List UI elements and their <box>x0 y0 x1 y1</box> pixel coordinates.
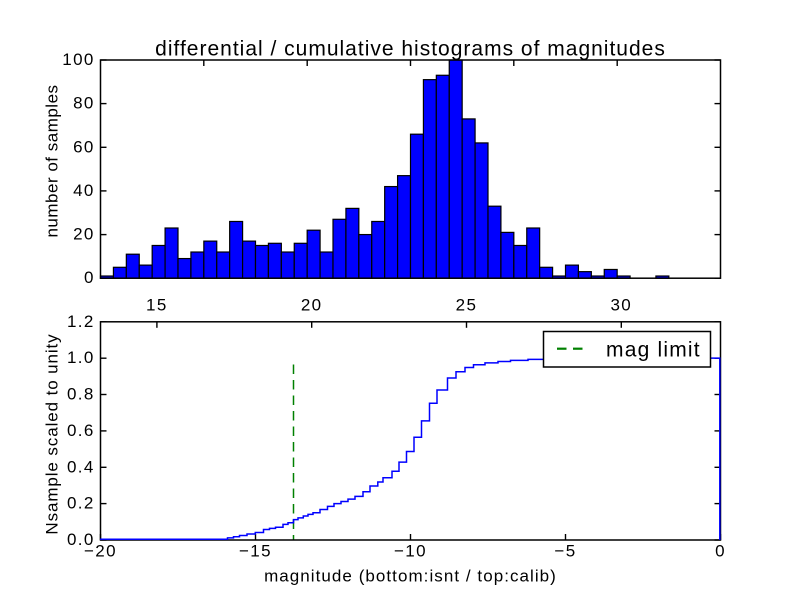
svg-text:15: 15 <box>146 296 168 315</box>
svg-text:80: 80 <box>73 94 95 113</box>
svg-text:differential / cumulative hist: differential / cumulative histograms of … <box>155 38 666 61</box>
svg-text:0.6: 0.6 <box>67 421 95 440</box>
svg-text:40: 40 <box>73 181 95 200</box>
svg-text:20: 20 <box>301 296 323 315</box>
svg-text:25: 25 <box>456 296 478 315</box>
svg-text:0.4: 0.4 <box>67 457 95 476</box>
svg-text:−10: −10 <box>394 542 427 561</box>
svg-text:number of samples: number of samples <box>43 84 62 237</box>
svg-text:0: 0 <box>84 268 95 287</box>
svg-text:0.2: 0.2 <box>67 494 95 513</box>
svg-text:Nsample scaled to unity: Nsample scaled to unity <box>43 333 62 534</box>
svg-text:100: 100 <box>62 50 95 69</box>
svg-text:−5: −5 <box>554 542 576 561</box>
svg-text:1.0: 1.0 <box>67 348 95 367</box>
svg-text:1.2: 1.2 <box>67 312 95 331</box>
svg-text:20: 20 <box>73 225 95 244</box>
svg-text:0.8: 0.8 <box>67 385 95 404</box>
svg-text:−15: −15 <box>239 542 272 561</box>
svg-text:−20: −20 <box>84 542 117 561</box>
svg-text:magnitude (bottom:isnt / top:c: magnitude (bottom:isnt / top:calib) <box>264 567 557 586</box>
svg-text:30: 30 <box>610 296 632 315</box>
svg-text:60: 60 <box>73 137 95 156</box>
svg-text:0: 0 <box>715 542 726 561</box>
svg-text:mag limit: mag limit <box>606 339 701 362</box>
svg-text:0.0: 0.0 <box>67 530 95 549</box>
